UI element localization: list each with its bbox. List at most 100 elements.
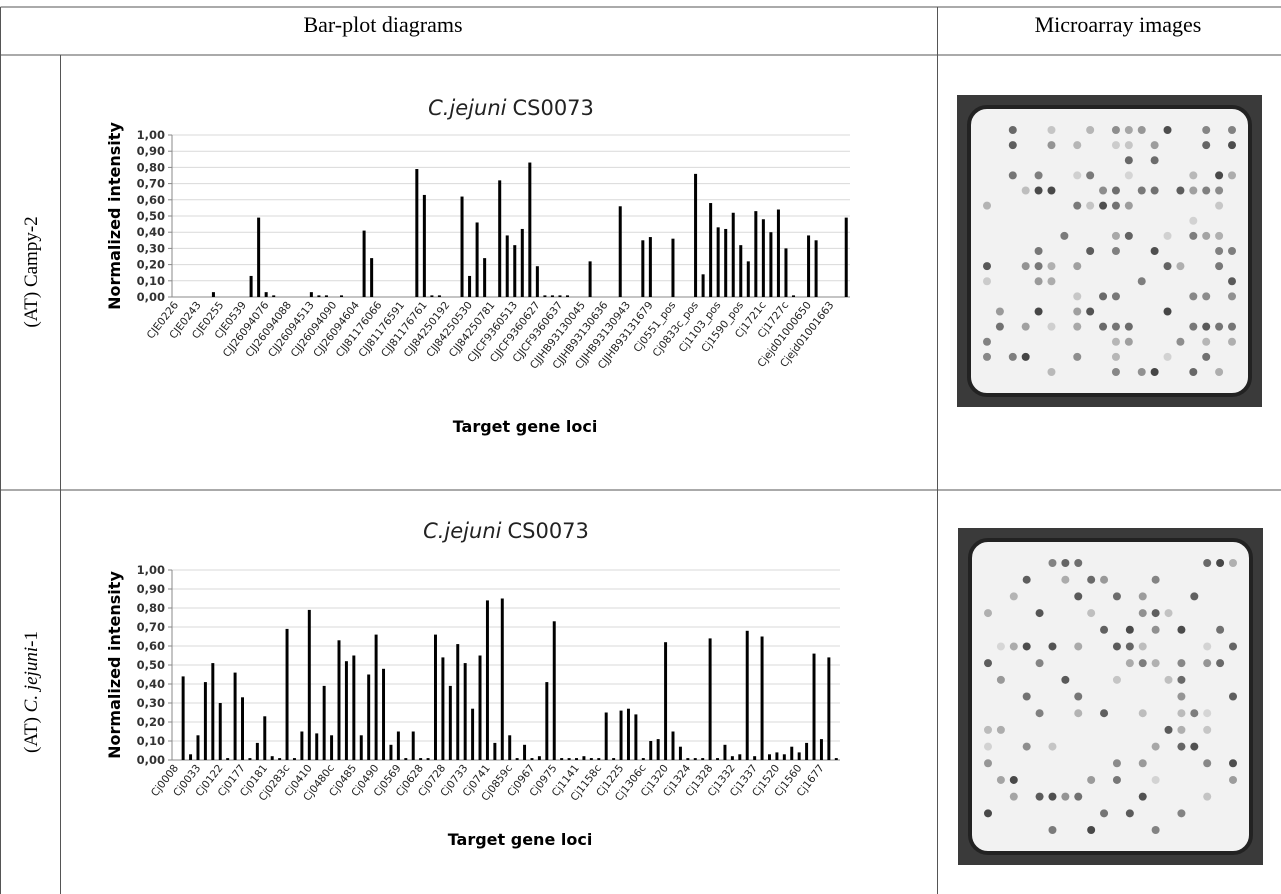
spot [1189, 323, 1197, 331]
spot [1202, 323, 1210, 331]
bar [434, 635, 437, 760]
spot [1061, 559, 1069, 567]
bar [441, 657, 444, 760]
bar [835, 758, 838, 760]
bar [271, 756, 274, 760]
bar [476, 222, 479, 297]
bar [523, 745, 526, 760]
spot [1177, 676, 1185, 684]
bar [747, 261, 750, 297]
spot [1100, 576, 1108, 584]
spot [1035, 277, 1043, 285]
bar [265, 292, 268, 297]
spot [1099, 187, 1107, 195]
spot [984, 659, 992, 667]
spot [1047, 277, 1055, 285]
y-tick-label: 0,20 [137, 258, 165, 272]
bar [845, 218, 848, 297]
chart-title: C.jejuniCS0073 [423, 519, 589, 543]
spot [1047, 126, 1055, 134]
bar [543, 295, 546, 297]
spot [1112, 187, 1120, 195]
bar [783, 754, 786, 760]
spot [1190, 709, 1198, 717]
chart-title-text: CS0073 [512, 96, 593, 120]
spot [1215, 232, 1223, 240]
bar [389, 745, 392, 760]
chart-title-italic: C.jejuni [428, 96, 507, 120]
spot [1009, 353, 1017, 361]
spot [1087, 826, 1095, 834]
spot [1112, 232, 1120, 240]
bar [575, 758, 578, 760]
bar-chart: C.jejuniCS00730,000,100,200,300,400,500,… [105, 96, 850, 436]
spot [1048, 642, 1056, 650]
bar [671, 239, 674, 297]
spot [1113, 676, 1121, 684]
bar [278, 758, 281, 760]
spot [1060, 232, 1068, 240]
spot [1202, 232, 1210, 240]
spot [1061, 576, 1069, 584]
spot [1139, 609, 1147, 617]
bar [486, 600, 489, 760]
bar [211, 663, 214, 760]
spot [1190, 592, 1198, 600]
bar [330, 735, 333, 760]
spot [984, 759, 992, 767]
row-label-part: C. jejuni [21, 647, 42, 712]
spot [1125, 141, 1133, 149]
bar [404, 758, 407, 760]
spot [1113, 642, 1121, 650]
spot [1152, 776, 1160, 784]
bar [664, 642, 667, 760]
spot [1073, 141, 1081, 149]
bar [438, 295, 441, 297]
spot [1010, 642, 1018, 650]
y-tick-label: 0,30 [137, 241, 165, 255]
spot [1048, 826, 1056, 834]
spot [1164, 126, 1172, 134]
bar [375, 635, 378, 760]
bar [256, 743, 259, 760]
spot [1036, 793, 1044, 801]
spot [1152, 626, 1160, 634]
bar [382, 669, 385, 760]
y-tick-label: 0,00 [137, 290, 165, 304]
spot [1229, 642, 1237, 650]
spot [1177, 693, 1185, 701]
spot [983, 277, 991, 285]
spot [1152, 609, 1160, 617]
bar [419, 758, 422, 760]
spot [1009, 171, 1017, 179]
spot [983, 262, 991, 270]
y-tick-label: 0,90 [137, 144, 165, 158]
bar [360, 735, 363, 760]
spot [1139, 709, 1147, 717]
spot [1202, 141, 1210, 149]
bar [338, 640, 341, 760]
bar [709, 203, 712, 297]
bar [679, 747, 682, 760]
spot [1100, 809, 1108, 817]
spot [1202, 353, 1210, 361]
spot [1112, 202, 1120, 210]
bar [461, 197, 464, 297]
spot [1152, 659, 1160, 667]
microarray-image [958, 528, 1263, 865]
spot [997, 776, 1005, 784]
spot [983, 353, 991, 361]
bar [641, 240, 644, 297]
spot [1202, 187, 1210, 195]
bar [352, 656, 355, 761]
bar [483, 258, 486, 297]
row-label-part: (AT) Campy-2 [21, 216, 42, 327]
spot [1073, 353, 1081, 361]
spot [1138, 187, 1146, 195]
spot [1022, 262, 1030, 270]
spot [1125, 171, 1133, 179]
bar [272, 295, 275, 297]
spot [1177, 743, 1185, 751]
spot [1176, 187, 1184, 195]
spot [1215, 323, 1223, 331]
